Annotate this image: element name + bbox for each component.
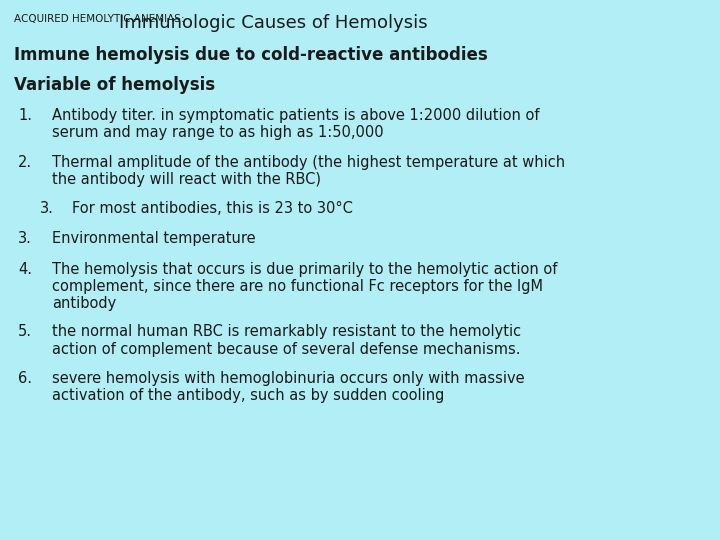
Text: Variable of hemolysis: Variable of hemolysis [14, 76, 215, 94]
Text: 2.: 2. [18, 154, 32, 170]
Text: 5.: 5. [18, 325, 32, 340]
Text: The hemolysis that occurs is due primarily to the hemolytic action of
complement: The hemolysis that occurs is due primari… [52, 262, 557, 312]
Text: Antibody titer. in symptomatic patients is above 1:2000 dilution of
serum and ma: Antibody titer. in symptomatic patients … [52, 108, 539, 140]
Text: For most antibodies, this is 23 to 30°C: For most antibodies, this is 23 to 30°C [72, 201, 353, 216]
Text: Immune hemolysis due to cold-reactive antibodies: Immune hemolysis due to cold-reactive an… [14, 46, 487, 64]
Text: 1.: 1. [18, 108, 32, 123]
Text: 3.: 3. [40, 201, 54, 216]
Text: 4.: 4. [18, 262, 32, 276]
Text: ACQUIRED HEMOLYTIC ANEMIAS:: ACQUIRED HEMOLYTIC ANEMIAS: [14, 14, 184, 24]
Text: 3.: 3. [18, 231, 32, 246]
Text: Thermal amplitude of the antibody (the highest temperature at which
the antibody: Thermal amplitude of the antibody (the h… [52, 154, 565, 187]
Text: severe hemolysis with hemoglobinuria occurs only with massive
activation of the : severe hemolysis with hemoglobinuria occ… [52, 371, 525, 403]
Text: the normal human RBC is remarkably resistant to the hemolytic
action of compleme: the normal human RBC is remarkably resis… [52, 325, 521, 357]
Text: 6.: 6. [18, 371, 32, 386]
Text: Immunologic Causes of Hemolysis: Immunologic Causes of Hemolysis [120, 14, 428, 32]
Text: Environmental temperature: Environmental temperature [52, 231, 256, 246]
